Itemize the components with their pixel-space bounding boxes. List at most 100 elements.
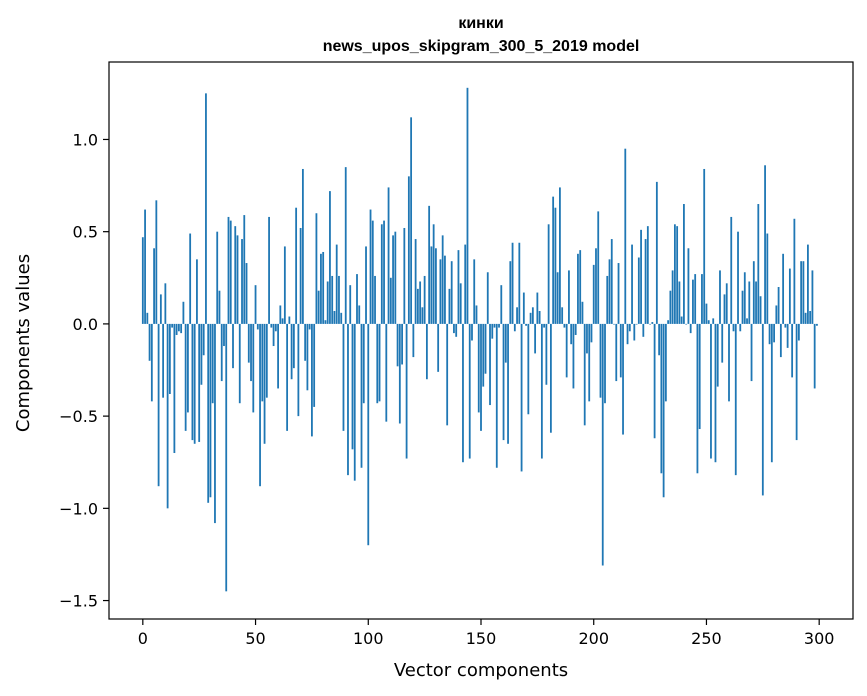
bar-70	[299, 227, 302, 324]
bar-4	[150, 323, 153, 402]
bar-135	[446, 323, 449, 426]
bar-32	[214, 323, 216, 524]
bar-235	[671, 270, 674, 324]
bar-275	[761, 323, 764, 496]
bar-73	[306, 323, 309, 391]
bar-188	[565, 323, 568, 378]
bar-197	[586, 323, 588, 354]
bar-172	[529, 312, 532, 324]
bar-53	[261, 323, 264, 402]
bar-185	[559, 187, 561, 324]
bar-127	[428, 205, 431, 324]
bar-125	[423, 275, 426, 324]
bar-278	[768, 323, 771, 345]
bar-272	[755, 281, 757, 324]
bar-103	[374, 275, 376, 324]
bar-242	[687, 248, 690, 324]
bar-281	[775, 305, 778, 324]
bar-222	[642, 323, 645, 337]
bar-214	[624, 148, 627, 324]
bar-256	[719, 270, 721, 324]
bar-29	[207, 323, 210, 503]
bar-193	[577, 253, 579, 324]
x-tick-label-250: 250	[691, 629, 722, 648]
bar-160	[502, 323, 505, 441]
bar-51	[256, 323, 259, 330]
bar-296	[809, 310, 812, 324]
bar-126	[425, 323, 428, 380]
bar-297	[811, 270, 814, 324]
bar-30	[209, 323, 212, 498]
bar-144	[466, 87, 469, 324]
bar-143	[464, 244, 467, 324]
x-tick-label-50: 50	[245, 629, 265, 648]
bar-243	[689, 323, 692, 334]
bar-83	[329, 191, 331, 324]
bar-69	[297, 323, 300, 417]
bar-189	[568, 270, 570, 324]
bar-259	[725, 283, 728, 324]
bar-84	[331, 275, 334, 324]
bar-100	[367, 323, 370, 546]
bar-169	[522, 292, 525, 324]
bar-128	[430, 246, 433, 324]
bar-225	[649, 323, 651, 325]
bar-95	[356, 274, 358, 324]
bar-229	[658, 323, 661, 356]
bar-286	[786, 323, 789, 348]
bar-200	[592, 264, 595, 324]
bar-46	[245, 263, 248, 324]
bar-270	[750, 323, 753, 382]
bar-54	[263, 323, 266, 444]
bar-226	[651, 322, 654, 324]
bar-191	[572, 323, 575, 389]
bar-207	[608, 259, 611, 324]
bar-194	[579, 250, 582, 324]
bar-205	[604, 323, 606, 404]
bar-152	[484, 323, 487, 374]
bar-81	[324, 320, 327, 324]
bar-16	[177, 323, 180, 332]
bar-220	[637, 257, 640, 324]
bar-111	[392, 235, 394, 324]
bar-49	[252, 323, 255, 413]
bar-215	[626, 323, 629, 345]
bar-165	[513, 323, 516, 332]
bar-147	[473, 259, 476, 324]
bar-192	[574, 323, 577, 335]
bar-176	[538, 310, 541, 324]
bar-282	[777, 287, 780, 324]
chart-subtitle: news_upos_skipgram_300_5_2019 model	[323, 38, 640, 55]
bars-group	[141, 87, 818, 592]
bar-217	[631, 244, 633, 324]
bar-218	[633, 323, 636, 341]
bar-173	[531, 307, 534, 324]
bar-101	[369, 209, 372, 324]
bar-97	[360, 323, 363, 468]
bar-124	[421, 307, 424, 324]
bar-238	[678, 281, 681, 324]
bar-223	[644, 239, 647, 324]
bar-5	[153, 248, 155, 324]
bar-196	[583, 323, 586, 426]
bar-244	[692, 279, 694, 324]
bar-119	[410, 117, 413, 324]
bar-82	[326, 281, 329, 324]
bar-285	[784, 323, 787, 328]
bar-57	[270, 323, 273, 328]
bar-174	[534, 323, 537, 354]
bar-178	[543, 323, 546, 328]
bar-156	[493, 323, 496, 328]
bar-117	[405, 323, 408, 459]
bar-2	[146, 312, 149, 324]
bar-138	[453, 323, 455, 334]
bar-273	[757, 204, 760, 324]
bar-48	[250, 323, 252, 382]
bar-121	[414, 239, 417, 324]
bar-179	[545, 323, 548, 385]
bar-221	[640, 229, 642, 324]
bar-252	[710, 323, 712, 459]
bar-253	[712, 318, 715, 324]
bar-257	[721, 323, 724, 363]
